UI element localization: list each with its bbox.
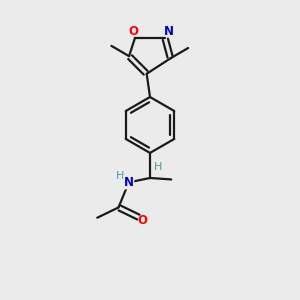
Text: O: O [137,214,147,226]
Text: N: N [164,25,173,38]
Text: N: N [124,176,134,189]
Text: H: H [116,171,125,181]
Text: O: O [128,25,139,38]
Text: H: H [154,162,162,172]
